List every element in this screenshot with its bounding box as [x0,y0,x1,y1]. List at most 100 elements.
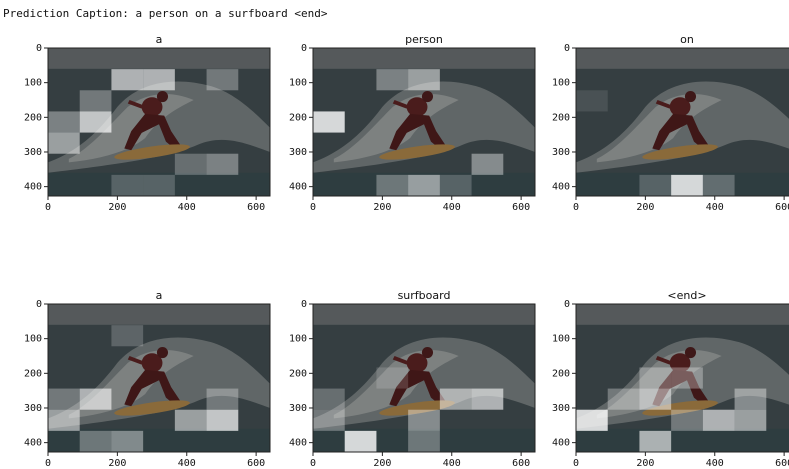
attention-patch [408,410,440,431]
y-tick-label: 300 [552,147,570,158]
attention-patch [639,431,671,452]
x-tick-label: 200 [373,202,391,213]
y-tick-label: 400 [24,438,42,449]
attention-patch [408,175,440,196]
x-tick-label: 200 [108,458,126,469]
attention-patch [440,389,472,410]
x-tick-label: 200 [373,458,391,469]
x-tick-label: 200 [108,202,126,213]
attention-patch [313,111,345,132]
x-tick-label: 0 [573,202,579,213]
y-tick-label: 200 [24,112,42,123]
attention-patch [313,410,345,431]
attention-patch [111,431,143,452]
x-tick-label: 0 [45,202,51,213]
attention-patch [143,175,175,196]
y-tick-label: 300 [289,147,307,158]
attention-patch [80,90,112,111]
attention-patch [408,69,440,90]
y-tick-label: 100 [24,78,42,89]
y-tick-label: 200 [552,368,570,379]
attention-patch [207,410,239,431]
subplot-title: surfboard [398,289,451,302]
prediction-caption: Prediction Caption: a person on a surfbo… [3,7,328,20]
x-tick-label: 0 [310,202,316,213]
y-tick-label: 400 [24,182,42,193]
attention-patch [313,389,345,410]
attention-patch [472,389,504,410]
y-tick-label: 100 [289,334,307,345]
y-tick-label: 0 [301,43,307,54]
x-tick-label: 600 [512,458,530,469]
figure: Prediction Caption: a person on a surfbo… [0,0,789,469]
attention-patch [207,389,239,410]
y-tick-label: 300 [24,403,42,414]
y-tick-label: 100 [552,334,570,345]
x-tick-label: 600 [247,202,265,213]
x-tick-label: 0 [573,458,579,469]
attention-patch [608,389,640,410]
attention-patch [175,410,207,431]
y-tick-label: 200 [552,112,570,123]
attention-patch [703,175,735,196]
x-tick-label: 400 [443,202,461,213]
attention-patch [671,410,703,431]
y-tick-label: 0 [301,299,307,310]
y-tick-label: 200 [289,368,307,379]
y-tick-label: 200 [24,368,42,379]
attention-patch [345,431,377,452]
y-tick-label: 100 [289,78,307,89]
attention-patch [207,69,239,90]
subplot-title: a [156,289,163,302]
attention-patch [472,154,504,175]
attention-patch [408,431,440,452]
attention-patch [80,431,112,452]
x-tick-label: 200 [636,458,654,469]
attention-patch [376,175,408,196]
attention-patch [735,389,767,410]
x-tick-label: 400 [706,202,724,213]
x-tick-label: 400 [443,458,461,469]
attention-patch [576,90,608,111]
photo [576,48,789,196]
attention-patch [671,175,703,196]
x-tick-label: 200 [636,202,654,213]
attention-patch [440,175,472,196]
attention-patch [376,367,408,388]
x-tick-label: 0 [45,458,51,469]
attention-patch [48,410,80,431]
y-tick-label: 300 [289,403,307,414]
x-tick-label: 600 [775,458,789,469]
y-tick-label: 400 [289,438,307,449]
subplot-title: a [156,33,163,46]
attention-patch [80,111,112,132]
x-tick-label: 0 [310,458,316,469]
attention-patch [48,133,80,154]
y-tick-label: 300 [24,147,42,158]
subplot-title: on [680,33,694,46]
attention-patch [703,410,735,431]
attention-patch [80,389,112,410]
y-tick-label: 100 [552,78,570,89]
attention-patch [639,389,671,410]
y-tick-label: 200 [289,112,307,123]
attention-patch [376,69,408,90]
subplot-title: <end> [667,289,706,302]
x-tick-label: 400 [178,202,196,213]
y-tick-label: 300 [552,403,570,414]
y-tick-label: 0 [36,43,42,54]
attention-patch [207,154,239,175]
y-tick-label: 400 [289,182,307,193]
y-tick-label: 0 [564,299,570,310]
y-tick-label: 400 [552,182,570,193]
attention-patch [111,175,143,196]
attention-patch [735,410,767,431]
attention-patch [639,367,671,388]
y-tick-label: 100 [24,334,42,345]
attention-patch [111,325,143,346]
y-tick-label: 0 [564,43,570,54]
attention-patch [48,389,80,410]
x-tick-label: 600 [775,202,789,213]
subplot-title: person [405,33,443,46]
attention-patch [175,154,207,175]
